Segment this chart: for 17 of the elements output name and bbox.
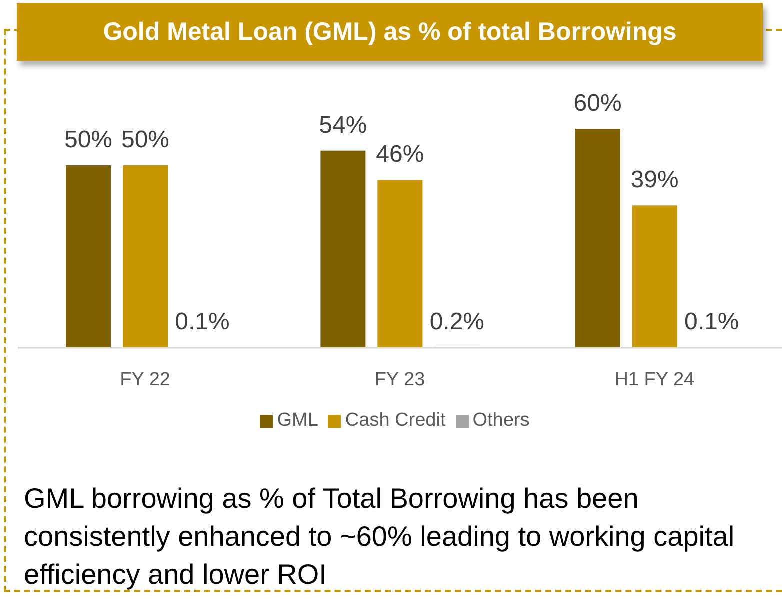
x-tick-label: H1 FY 24 xyxy=(614,369,696,390)
data-label: 60% xyxy=(574,90,622,117)
data-label: 0.1% xyxy=(175,308,230,336)
x-tick-label: FY 23 xyxy=(374,369,426,390)
x-tick-label: FY 22 xyxy=(120,369,171,390)
text: GML borrowing as % of Total Borrowing has been consistently enhanced to ~60% leading to working capital efficiency and lower ROI xyxy=(24,482,736,592)
data-label: 0.2% xyxy=(430,308,485,336)
legend-label: Others xyxy=(472,410,530,431)
data-label: 50% xyxy=(121,126,170,154)
data-label: 50% xyxy=(64,126,113,154)
data-label: 46% xyxy=(376,141,424,168)
data-label: 39% xyxy=(630,166,679,194)
legend-label: Cash Credit xyxy=(345,410,446,431)
data-label: 0.1% xyxy=(684,308,740,336)
chart-title: Gold Metal Loan (GML) as % of total Borrowings xyxy=(103,18,677,46)
legend-label: GML xyxy=(277,410,318,431)
data-label: 54% xyxy=(319,112,368,139)
